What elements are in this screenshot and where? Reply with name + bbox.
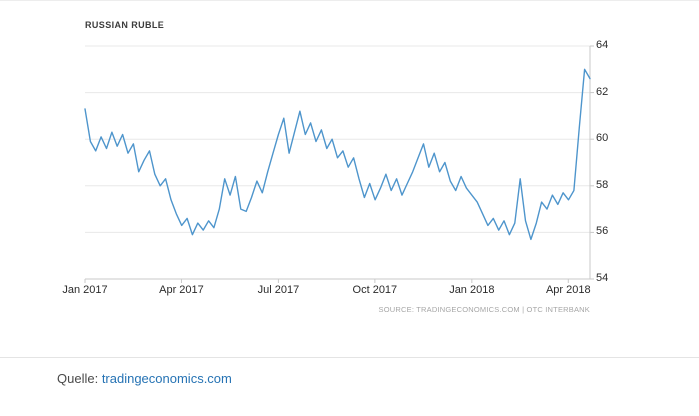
y-tick-label: 60 [596, 132, 609, 145]
source-attribution: SOURCE: TRADINGECONOMICS.COM | OTC INTER… [378, 305, 590, 314]
y-tick-label: 62 [596, 85, 609, 98]
x-tick-label: Apr 2018 [545, 284, 591, 296]
y-tick-label: 56 [596, 225, 609, 238]
tradingeconomics-link[interactable]: tradingeconomics.com [101, 371, 232, 386]
chart-canvas [84, 45, 594, 283]
source-caption: Quelle: tradingeconomics.com [57, 371, 232, 386]
y-tick-label: 64 [596, 39, 609, 51]
divider [0, 357, 699, 358]
x-tick-label: Jan 2017 [62, 284, 108, 296]
chart-title: RUSSIAN RUBLE [85, 20, 165, 30]
x-tick-label: Jul 2017 [257, 284, 300, 296]
y-tick-label: 54 [596, 272, 609, 284]
x-tick-label: Jan 2018 [449, 284, 495, 296]
x-tick-label: Oct 2017 [352, 284, 398, 296]
quelle-label: Quelle: [57, 371, 102, 386]
y-tick-label: 58 [596, 178, 609, 191]
x-tick-label: Apr 2017 [159, 284, 204, 296]
